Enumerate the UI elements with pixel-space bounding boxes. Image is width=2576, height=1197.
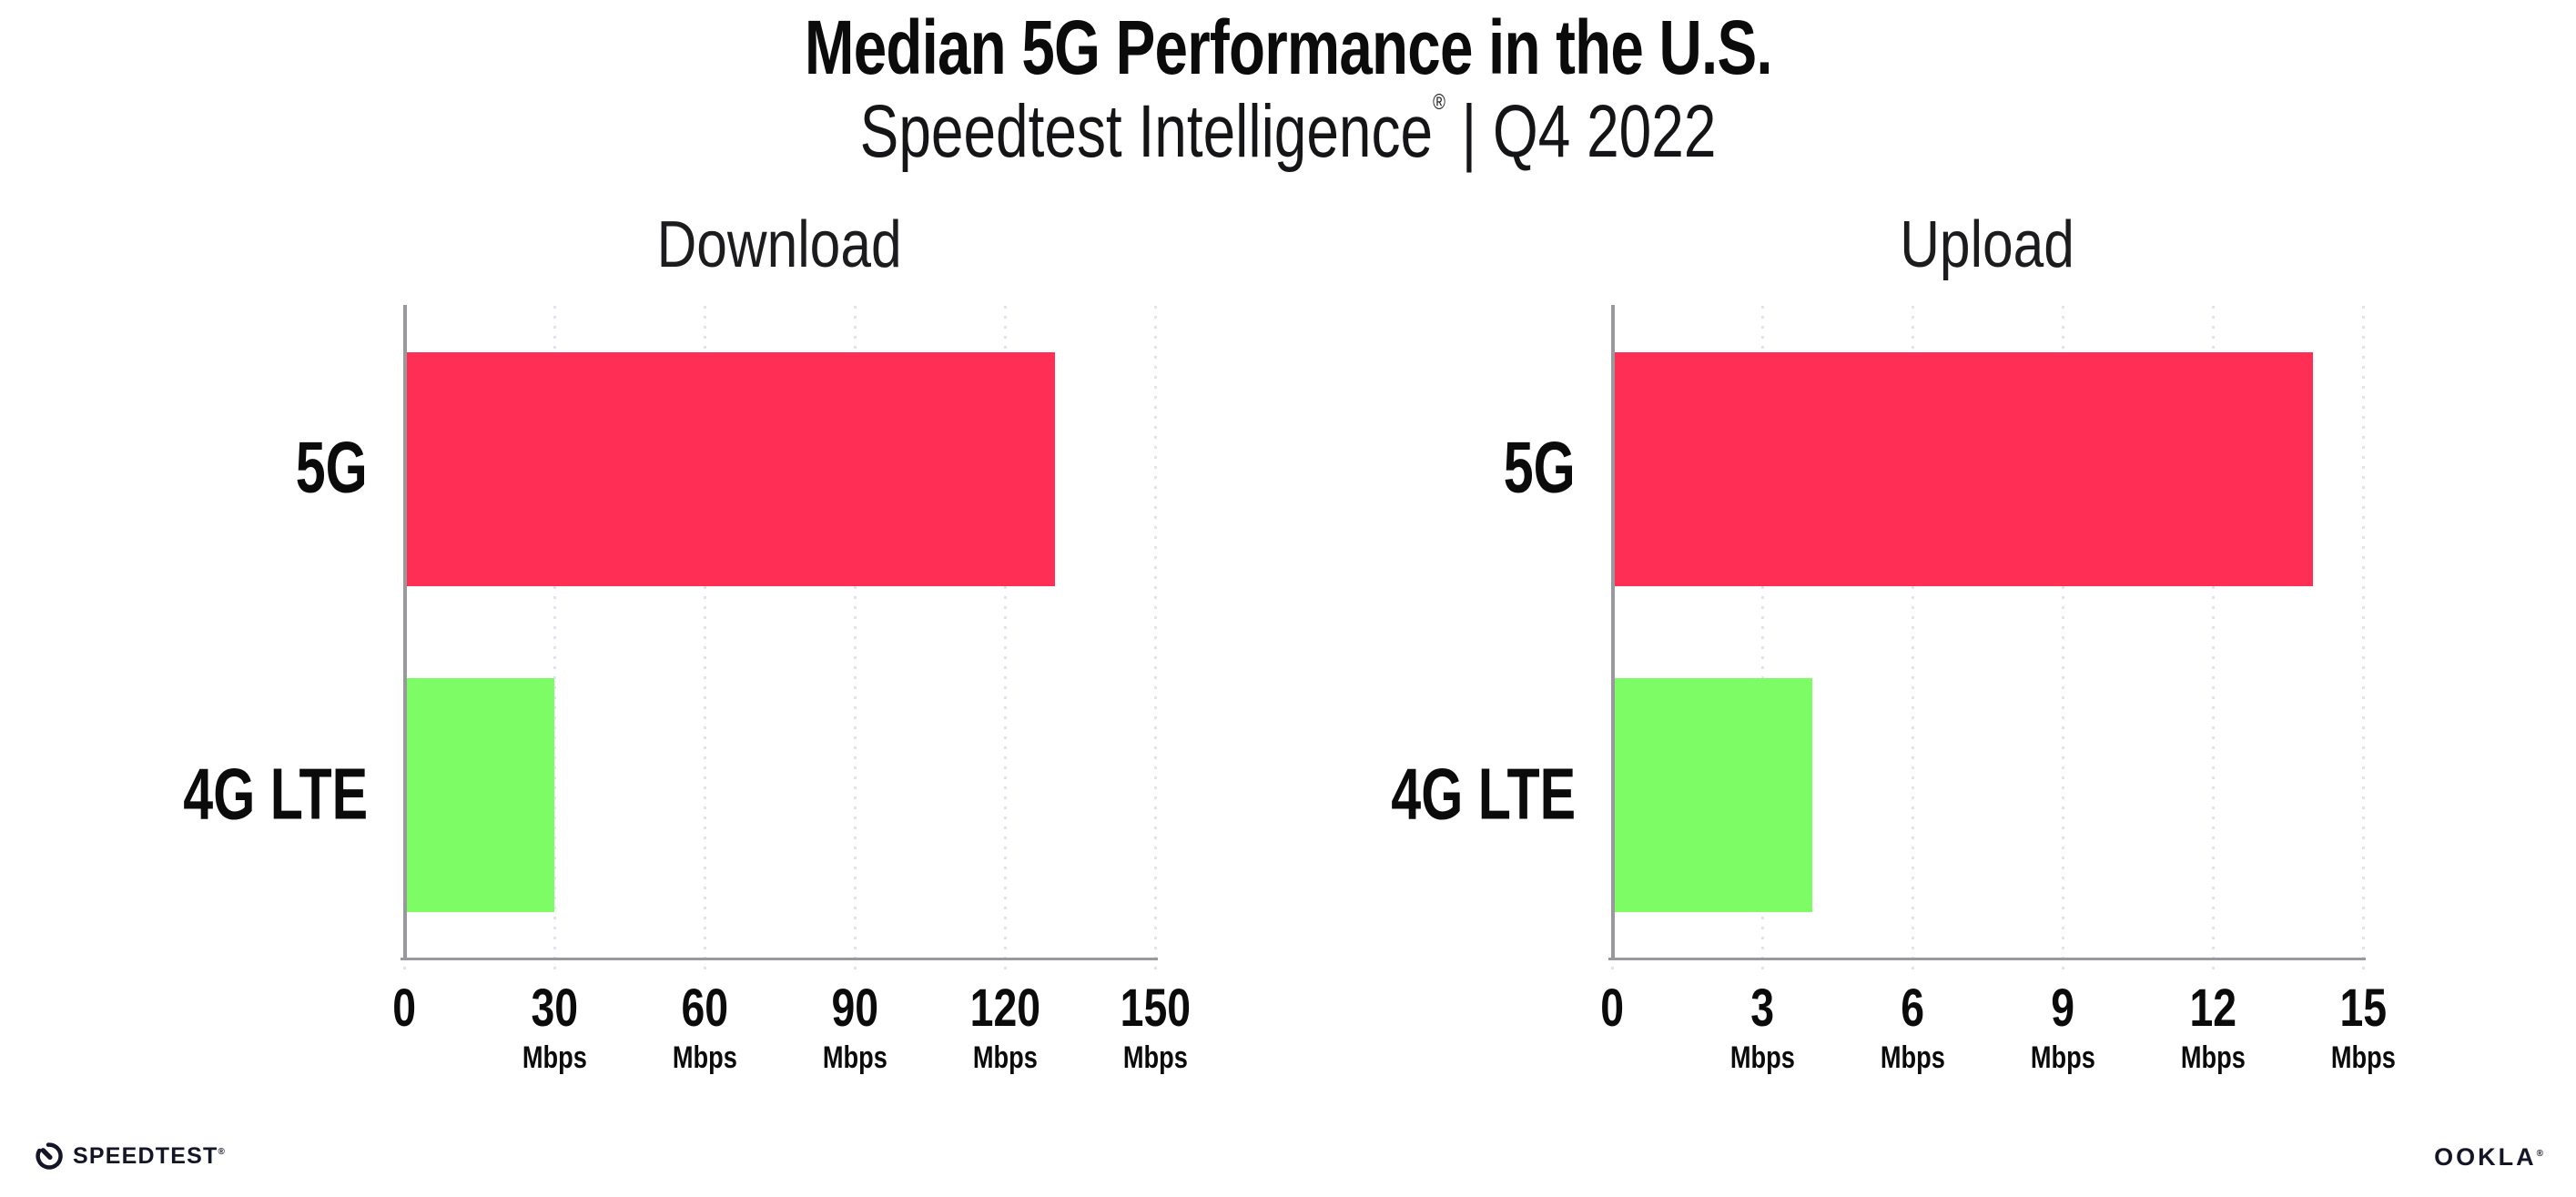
page-subtitle: Speedtest Intelligence® | Q4 2022 <box>0 91 2576 171</box>
x-tick-value: 15 <box>2339 979 2387 1038</box>
chart-title-text: Upload <box>1900 208 2075 281</box>
x-tick-unit: Mbps <box>822 1040 887 1075</box>
speedtest-wordmark: SPEEDTEST® <box>73 1142 225 1169</box>
chart-upload: Upload 5G 4G LTE 0 3 Mbps 6 Mbps 9 Mbps 12 Mbps 15… <box>1339 208 2395 1106</box>
plot-area <box>1608 305 2366 971</box>
page-title: Median 5G Performance in the U.S. <box>0 7 2576 87</box>
x-tick-unit: Mbps <box>972 1040 1038 1075</box>
gridline-30 <box>553 306 556 971</box>
chart-download: Download 5G 4G LTE 0 30 Mbps 60 Mbps 90 Mbps 120… <box>131 208 1191 1106</box>
x-tick-unit: Mbps <box>2030 1040 2095 1075</box>
x-tick-value: 120 <box>969 979 1040 1038</box>
chart-title: Upload <box>1612 208 2363 281</box>
x-axis-line <box>401 958 1158 960</box>
x-tick-unit: Mbps <box>1122 1040 1188 1075</box>
gridline-9 <box>2062 306 2064 971</box>
y-axis-line <box>403 305 407 960</box>
x-tick-value: 60 <box>681 979 728 1038</box>
x-tick-value: 90 <box>831 979 878 1038</box>
bar-4g-lte <box>1612 678 1812 913</box>
x-tick-value: 12 <box>2189 979 2236 1038</box>
x-tick-value: 30 <box>531 979 578 1038</box>
bar-5g <box>1612 351 2313 586</box>
page-title-text: Median 5G Performance in the U.S. <box>804 5 1773 90</box>
gridline-90 <box>854 306 857 971</box>
gridline-6 <box>1912 306 1914 971</box>
x-tick-unit: Mbps <box>522 1040 587 1075</box>
x-tick-value: 150 <box>1120 979 1191 1038</box>
bar-5g <box>404 351 1055 586</box>
gridline-120 <box>1004 306 1007 971</box>
x-axis-line <box>1608 958 2366 960</box>
x-tick-unit: Mbps <box>2180 1040 2246 1075</box>
category-label-5g: 5G <box>1504 426 1576 508</box>
plot-area <box>401 305 1158 971</box>
speedtest-logo: SPEEDTEST® <box>35 1141 225 1171</box>
ookla-logo: OOKLA® <box>2434 1145 2543 1170</box>
gridline-3 <box>1761 306 1764 971</box>
speedtest-gauge-icon <box>35 1142 63 1170</box>
x-tick-unit: Mbps <box>1729 1040 1795 1075</box>
x-tick-value: 0 <box>392 979 416 1038</box>
speedtest-registered-mark: ® <box>218 1146 225 1157</box>
y-axis-line <box>1611 305 1615 960</box>
x-tick-value: 0 <box>1600 979 1624 1038</box>
x-tick-value: 3 <box>1750 979 1774 1038</box>
subtitle-period: | Q4 2022 <box>1445 90 1717 173</box>
ookla-registered-mark: ® <box>2536 1149 2543 1159</box>
x-tick-value: 6 <box>1901 979 1924 1038</box>
gridline-15 <box>2362 306 2365 971</box>
category-label-4g-lte: 4G LTE <box>1391 753 1576 835</box>
page-subtitle-text: Speedtest Intelligence® | Q4 2022 <box>860 91 1717 171</box>
gridline-150 <box>1154 306 1157 971</box>
x-tick-unit: Mbps <box>1880 1040 1945 1075</box>
category-label-4g-lte: 4G LTE <box>183 753 368 835</box>
ookla-wordmark: OOKLA <box>2434 1143 2537 1171</box>
category-label-5g: 5G <box>296 426 368 508</box>
x-tick-value: 9 <box>2051 979 2074 1038</box>
x-tick-unit: Mbps <box>2330 1040 2396 1075</box>
registered-trademark-symbol: ® <box>1433 90 1445 115</box>
x-tick-unit: Mbps <box>672 1040 737 1075</box>
bar-4g-lte <box>404 678 554 913</box>
gridline-60 <box>704 306 706 971</box>
chart-title: Download <box>404 208 1155 281</box>
chart-title-text: Download <box>657 208 902 281</box>
gridline-12 <box>2212 306 2215 971</box>
subtitle-brand: Speedtest Intelligence <box>859 90 1434 173</box>
